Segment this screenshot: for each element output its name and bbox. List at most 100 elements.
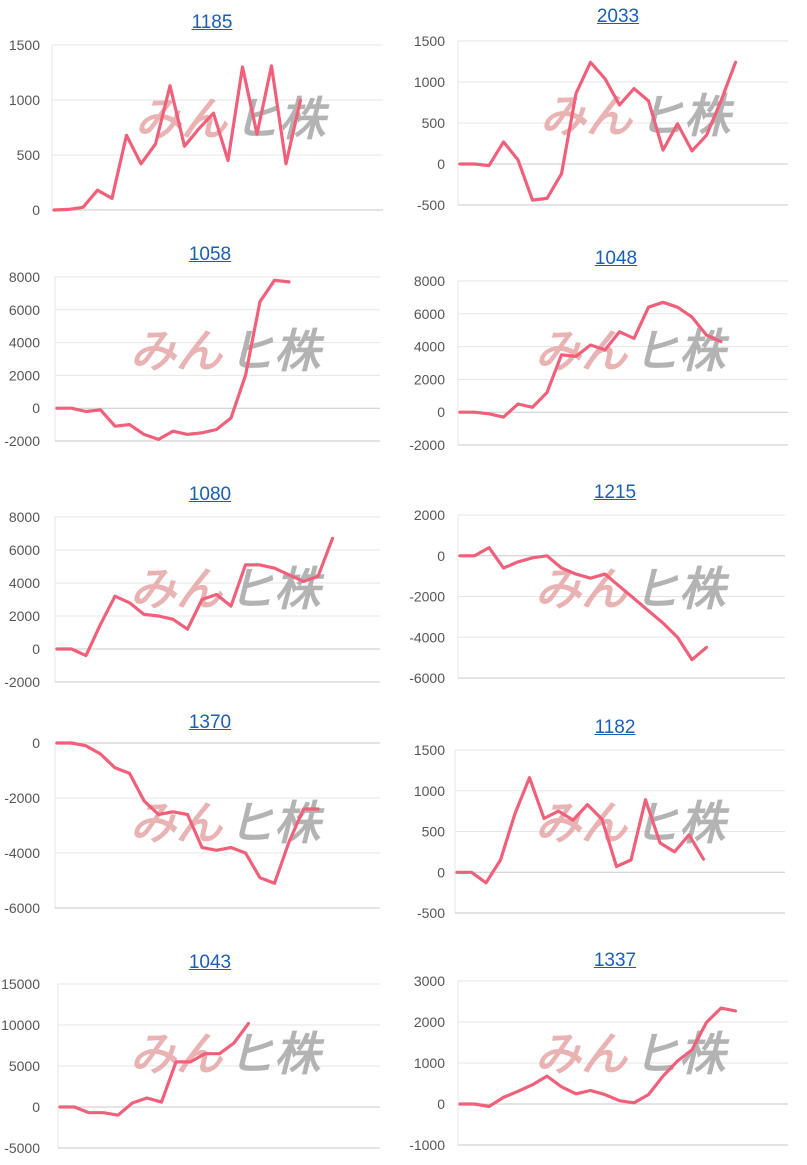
y-tick-label: 8000 (414, 273, 445, 289)
svg-text:ヒ株: ヒ株 (228, 796, 325, 850)
svg-text:みん: みん (130, 324, 224, 378)
chart-panel-1370: 1370 -6000 -4000 -2000 0 みん ヒ株 (0, 712, 395, 944)
chart-panel-1215: 1215 -6000 -4000 -2000 0 2000 みん ヒ株 (405, 478, 800, 710)
y-tick-label: -4000 (4, 845, 40, 861)
chart-title-link[interactable]: 1043 (188, 952, 232, 973)
y-tick-label: 0 (437, 156, 445, 172)
y-tick-label: 3000 (414, 973, 445, 989)
y-tick-label: 0 (32, 202, 40, 218)
y-tick-label: 4000 (9, 335, 40, 351)
y-tick-label: 6000 (9, 302, 40, 318)
line-chart: -500 0 500 1000 1500 みん ヒ株 (414, 742, 785, 921)
y-tick-label: 1000 (414, 74, 445, 90)
watermark: みん ヒ株 (130, 324, 325, 378)
line-chart: -6000 -4000 -2000 0 2000 みん ヒ株 (409, 507, 785, 686)
y-tick-label: 2000 (414, 1014, 445, 1030)
y-tick-label: -6000 (409, 670, 445, 686)
y-tick-label: 500 (422, 115, 446, 131)
chart-panel-1337: 1337 -1000 0 1000 2000 3000 みん ヒ株 (405, 950, 800, 1165)
y-tick-label: -4000 (409, 629, 445, 645)
chart-title-link[interactable]: 1048 (594, 248, 638, 269)
series-line (458, 1006, 738, 1109)
y-tick-label: 0 (437, 864, 445, 880)
series-line (58, 1021, 251, 1117)
y-tick-label: -2000 (4, 790, 40, 806)
watermark: みん ヒ株 (535, 1027, 730, 1081)
y-tick-label: 0 (437, 548, 445, 564)
y-tick-label: 1000 (414, 783, 445, 799)
chart-title-link[interactable]: 1182 (594, 717, 636, 738)
svg-text:みん: みん (130, 562, 224, 616)
line-chart: -2000 0 2000 4000 6000 8000 みん ヒ株 (4, 509, 380, 690)
watermark: みん ヒ株 (535, 562, 730, 616)
chart-panel-1185: 1185 0 500 1000 1500 みん ヒ株 (0, 0, 395, 232)
series-line (458, 60, 738, 202)
line-chart: -1000 0 1000 2000 3000 みん ヒ株 (409, 973, 788, 1153)
chart-title-link[interactable]: 1185 (191, 12, 233, 33)
svg-text:みん: みん (535, 796, 629, 850)
y-tick-label: 2000 (9, 608, 40, 624)
series-line (455, 776, 706, 885)
svg-text:みん: みん (540, 89, 634, 143)
y-tick-label: 6000 (9, 542, 40, 558)
line-chart: -5000 0 5000 10000 15000 みん ヒ株 (1, 976, 380, 1156)
svg-text:みん: みん (535, 562, 629, 616)
y-tick-label: 0 (32, 641, 40, 657)
y-tick-label: 1000 (414, 1055, 445, 1071)
svg-text:ヒ株: ヒ株 (633, 1027, 730, 1081)
chart-title-link[interactable]: 1058 (188, 244, 232, 265)
y-tick-label: 4000 (9, 575, 40, 591)
series-line (52, 64, 303, 212)
y-tick-label: -500 (417, 197, 445, 213)
y-tick-label: -2000 (409, 589, 445, 605)
y-tick-label: -500 (417, 905, 445, 921)
chart-title-link[interactable]: 2033 (596, 6, 640, 27)
watermark: みん ヒ株 (130, 1027, 325, 1081)
y-tick-label: 2000 (9, 367, 40, 383)
y-tick-label: 0 (32, 735, 40, 751)
y-tick-label: -2000 (409, 437, 445, 453)
chart-panel-1182: 1182 -500 0 500 1000 1500 みん ヒ株 (405, 712, 800, 944)
line-chart: -2000 0 2000 4000 6000 8000 みん ヒ株 (409, 273, 788, 453)
chart-panel-1043: 1043 -5000 0 5000 10000 15000 みん ヒ株 (0, 950, 395, 1165)
y-tick-label: 10000 (1, 1017, 40, 1033)
y-tick-label: -2000 (4, 674, 40, 690)
y-tick-label: -6000 (4, 900, 40, 916)
watermark: みん ヒ株 (535, 324, 730, 378)
line-chart: -2000 0 2000 4000 6000 8000 みん ヒ株 (4, 269, 380, 449)
svg-text:ヒ株: ヒ株 (633, 796, 730, 850)
y-tick-label: 1500 (414, 33, 445, 49)
chart-title-link[interactable]: 1370 (188, 712, 232, 733)
y-tick-label: 500 (422, 824, 446, 840)
chart-panel-2033: 2033 -500 0 500 1000 1500 みん ヒ株 (405, 0, 800, 232)
y-tick-label: 1500 (414, 742, 445, 758)
chart-title-link[interactable]: 1337 (593, 950, 637, 971)
y-tick-label: 8000 (9, 269, 40, 285)
line-chart: -6000 -4000 -2000 0 みん ヒ株 (4, 735, 380, 916)
series-line (458, 545, 709, 662)
y-tick-label: -1000 (409, 1137, 445, 1153)
watermark: みん ヒ株 (130, 796, 325, 850)
series-line (55, 536, 335, 658)
chart-title-link[interactable]: 1080 (188, 484, 232, 505)
svg-text:ヒ株: ヒ株 (633, 324, 730, 378)
chart-panel-1058: 1058 -2000 0 2000 4000 6000 8000 みん ヒ株 (0, 240, 395, 472)
svg-text:ヒ株: ヒ株 (228, 324, 325, 378)
series-line (55, 741, 320, 885)
y-tick-label: 5000 (9, 1058, 40, 1074)
svg-text:みん: みん (130, 796, 224, 850)
svg-text:みん: みん (535, 1027, 629, 1081)
y-tick-label: -5000 (4, 1140, 40, 1156)
chart-panel-1048: 1048 -2000 0 2000 4000 6000 8000 みん ヒ株 (405, 240, 800, 472)
watermark: みん ヒ株 (130, 562, 325, 616)
y-tick-label: 500 (17, 147, 41, 163)
svg-text:ヒ株: ヒ株 (633, 562, 730, 616)
y-tick-label: 0 (32, 1099, 40, 1115)
series-line (458, 300, 723, 419)
y-tick-label: 0 (32, 400, 40, 416)
series-line (55, 278, 291, 441)
chart-title-link[interactable]: 1215 (593, 482, 637, 503)
y-tick-label: 4000 (414, 339, 445, 355)
y-tick-label: 15000 (1, 976, 40, 992)
